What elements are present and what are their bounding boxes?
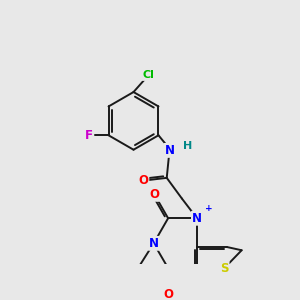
Text: H: H <box>183 141 192 151</box>
Text: F: F <box>85 129 93 142</box>
Text: S: S <box>220 262 229 275</box>
Text: N: N <box>192 212 202 225</box>
Text: Cl: Cl <box>143 70 154 80</box>
Text: O: O <box>138 174 148 187</box>
Text: N: N <box>149 237 159 250</box>
Text: N: N <box>164 144 175 157</box>
Text: O: O <box>163 288 173 300</box>
Text: O: O <box>149 188 159 201</box>
Text: +: + <box>205 204 213 213</box>
